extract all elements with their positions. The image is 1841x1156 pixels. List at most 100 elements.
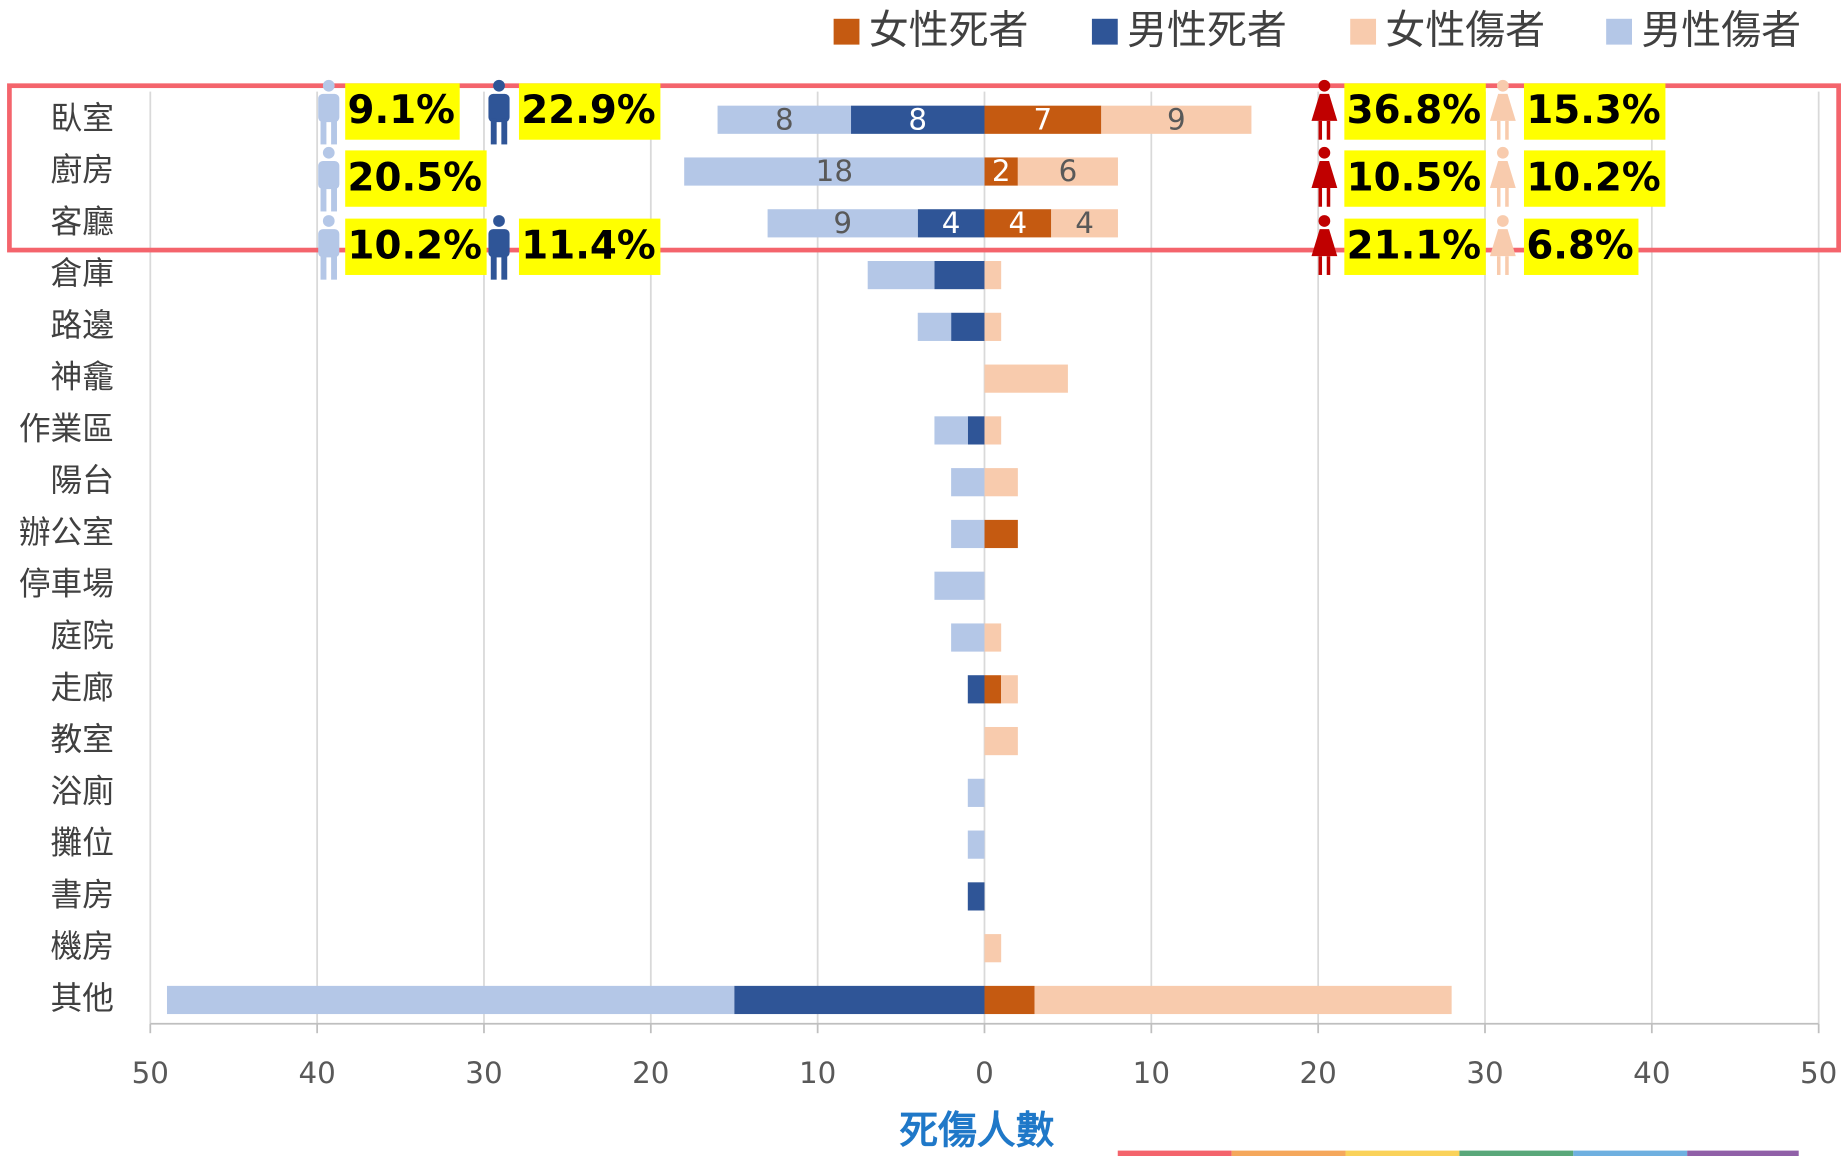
- x-tick-label: 50: [132, 1056, 169, 1090]
- icon-leg: [501, 118, 508, 145]
- icon-leg: [320, 253, 327, 280]
- share-label-bg: [1344, 150, 1486, 207]
- icon-head: [1318, 215, 1331, 227]
- share-label-bg: [518, 83, 661, 140]
- category-label: 作業區: [19, 411, 114, 447]
- share-label: 10.5%: [1347, 155, 1481, 200]
- bar: [934, 571, 985, 600]
- icon-head: [1318, 146, 1331, 159]
- bar: [984, 105, 1102, 134]
- person-icon: [1311, 215, 1338, 275]
- share-label-bg: [345, 150, 487, 207]
- icon-body: [1489, 229, 1516, 257]
- bar: [851, 105, 985, 134]
- person-icon: [318, 146, 340, 212]
- bar: [984, 209, 1052, 238]
- person-icon: [1311, 79, 1338, 140]
- icon-body: [488, 93, 510, 123]
- category-label: 臥室: [51, 101, 114, 137]
- footer-strip: [1117, 1150, 1799, 1156]
- category-label: 教室: [51, 722, 114, 758]
- icon-body: [1311, 93, 1338, 121]
- x-axis-title: 死傷人數: [899, 1108, 1054, 1153]
- icon-head: [1318, 79, 1331, 92]
- icon-body: [318, 93, 340, 123]
- icon-head: [1496, 79, 1509, 92]
- icon-leg: [1505, 187, 1509, 207]
- bar: [984, 675, 1002, 704]
- icon-leg: [1496, 187, 1501, 207]
- icon-leg: [331, 118, 337, 145]
- share-label: 22.9%: [521, 88, 655, 133]
- person-icon: [1489, 215, 1516, 275]
- x-tick-label: 10: [1133, 1056, 1170, 1090]
- bar: [984, 623, 1002, 652]
- bar: [717, 105, 852, 134]
- icon-leg: [320, 118, 327, 145]
- legend-swatch: [833, 18, 860, 45]
- data-label: 2: [992, 154, 1011, 188]
- bar: [934, 416, 968, 445]
- icon-leg: [1326, 120, 1331, 140]
- icon-body: [1311, 160, 1338, 188]
- bar: [734, 985, 985, 1015]
- data-label: 18: [816, 154, 853, 188]
- bar: [767, 209, 918, 238]
- icon-head: [493, 79, 505, 92]
- x-tick-label: 40: [1633, 1056, 1670, 1090]
- category-label: 廚房: [51, 153, 114, 189]
- icon-leg: [1505, 120, 1509, 140]
- x-tick-label: 30: [1466, 1056, 1503, 1090]
- share-label: 21.1%: [1347, 223, 1481, 268]
- share-label: 11.4%: [521, 223, 655, 268]
- icon-leg: [501, 253, 508, 280]
- data-label: 6: [1059, 154, 1078, 188]
- person-icon: [488, 79, 510, 145]
- bar: [951, 519, 985, 549]
- bar: [984, 985, 1035, 1015]
- bar: [984, 260, 1002, 290]
- share-label: 36.8%: [1347, 88, 1481, 133]
- bar: [1034, 985, 1452, 1015]
- share-label: 6.8%: [1526, 223, 1633, 268]
- share-label-bg: [345, 83, 460, 140]
- share-label-bg: [345, 218, 487, 275]
- category-label: 陽台: [51, 463, 114, 499]
- bar: [967, 882, 985, 911]
- icon-leg: [320, 185, 327, 212]
- bar: [984, 416, 1002, 445]
- share-label-bg: [1344, 83, 1486, 140]
- x-tick-label: 0: [975, 1056, 994, 1090]
- bar: [984, 468, 1018, 497]
- icon-leg: [331, 185, 337, 212]
- bar: [1017, 157, 1118, 186]
- data-label: 9: [833, 206, 852, 240]
- bar: [867, 260, 935, 290]
- bar: [934, 260, 985, 290]
- bar: [984, 726, 1018, 756]
- icon-leg: [1496, 120, 1501, 140]
- icon-head: [1496, 146, 1509, 159]
- bar: [917, 312, 952, 341]
- icon-leg: [1318, 187, 1323, 207]
- share-label-bg: [1523, 218, 1639, 275]
- bar: [967, 416, 985, 445]
- icon-leg: [1326, 187, 1331, 207]
- category-label: 攤位: [51, 826, 114, 862]
- icon-head: [322, 215, 335, 227]
- bar: [984, 519, 1018, 549]
- bar: [1001, 675, 1018, 704]
- category-label: 辦公室: [19, 515, 114, 551]
- share-label-bg: [1344, 218, 1486, 275]
- legend-label: 女性死者: [869, 7, 1029, 53]
- icon-body: [1489, 160, 1516, 188]
- category-label: 路邊: [51, 308, 114, 344]
- icon-leg: [1326, 256, 1331, 275]
- icon-body: [1311, 229, 1338, 257]
- category-label: 倉庫: [51, 256, 114, 292]
- data-label: 8: [775, 102, 794, 136]
- data-label: 9: [1167, 102, 1186, 136]
- bar: [951, 312, 985, 341]
- legend-label: 男性死者: [1127, 7, 1287, 53]
